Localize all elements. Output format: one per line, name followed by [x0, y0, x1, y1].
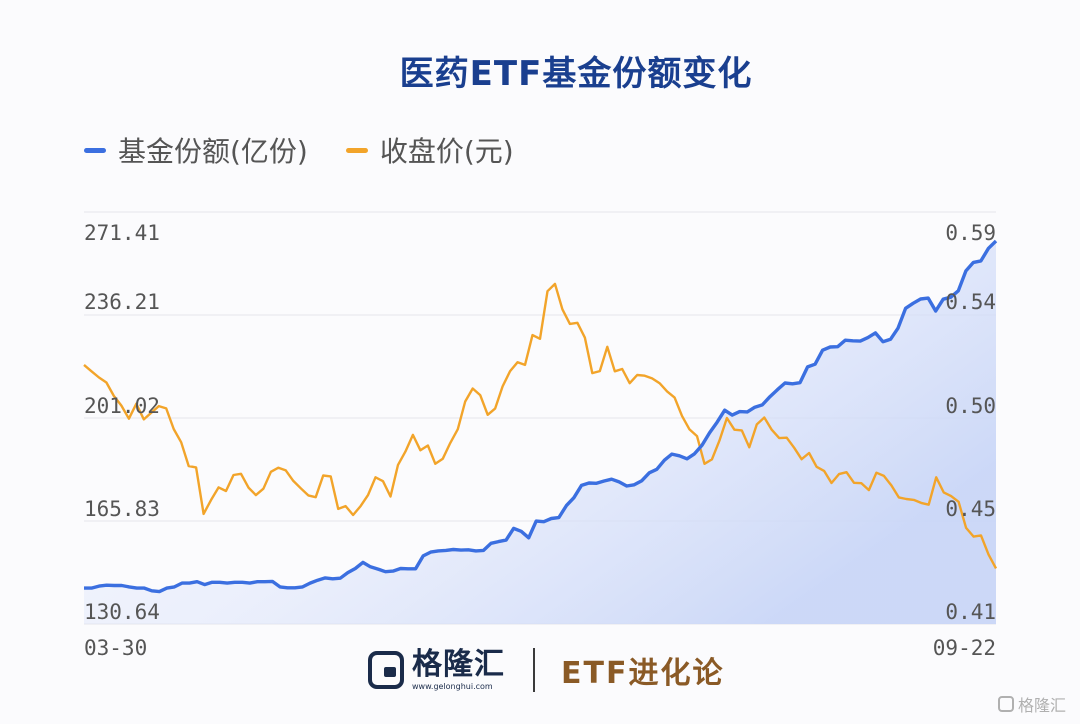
right-axis-tick-label: 0.50: [945, 394, 996, 418]
left-axis-tick-label: 165.83: [84, 497, 160, 521]
left-axis-tick-label: 236.21: [84, 290, 160, 314]
legend-label-close-price: 收盘价(元): [379, 135, 514, 168]
watermark-logo-icon: [997, 696, 1014, 712]
legend-label-fund-shares: 基金份额(亿份): [118, 135, 308, 168]
fund-shares-line: [84, 239, 998, 594]
right-axis-tick-label: 0.54: [945, 290, 996, 314]
chart-legend: 基金份额(亿份) 收盘价(元): [84, 130, 514, 170]
watermark-text: 格隆汇: [1017, 696, 1066, 715]
right-axis-tick-label: 0.41: [945, 600, 996, 624]
watermark: 格隆汇: [997, 692, 1066, 716]
x-axis-start-label: 03-30: [84, 636, 147, 660]
right-axis-tick-label: 0.59: [945, 221, 996, 245]
brand-url: www.gelonghui.com: [412, 682, 493, 691]
legend-swatch-fund-shares: [84, 147, 106, 153]
fund-shares-area: [84, 241, 996, 624]
legend-item-fund-shares: 基金份额(亿份): [84, 130, 308, 170]
chart-title: 医药ETF基金份额变化: [399, 54, 753, 94]
close-price-line: [83, 282, 998, 569]
gelonghui-logo-icon: [368, 651, 404, 689]
brand-text: 格隆汇 www.gelonghui.com: [412, 648, 505, 692]
legend-swatch-close-price: [345, 147, 368, 153]
left-axis-tick-label: 130.64: [84, 600, 160, 624]
legend-item-close-price: 收盘价(元): [345, 130, 514, 170]
left-axis-tick-label: 201.02: [84, 394, 160, 418]
brand-name: 格隆汇: [412, 647, 505, 682]
brand-footer: 格隆汇 www.gelonghui.com ETF进化论: [368, 648, 724, 692]
right-axis-tick-label: 0.45: [945, 497, 996, 521]
brand-section-name: ETF进化论: [561, 656, 725, 691]
x-axis-end-label: 09-22: [933, 636, 996, 660]
left-axis-tick-label: 271.41: [84, 221, 160, 245]
brand-divider: [533, 648, 535, 692]
